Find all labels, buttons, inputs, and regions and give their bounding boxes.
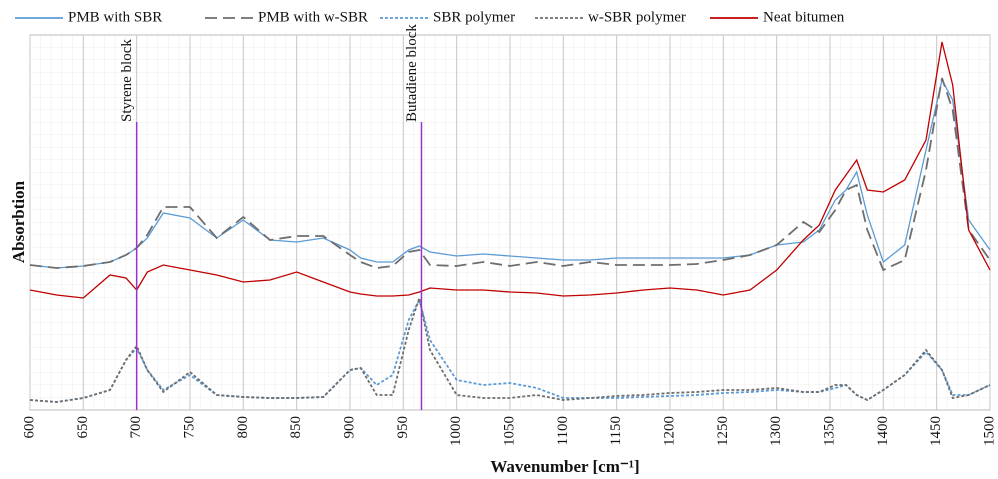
series-line xyxy=(29,294,991,403)
x-tick-label: 1000 xyxy=(448,416,464,446)
legend-label: PMB with SBR xyxy=(68,9,162,25)
legend-label: PMB with w-SBR xyxy=(258,9,368,25)
x-tick-label: 750 xyxy=(181,416,197,439)
legend-label: SBR polymer xyxy=(433,9,515,25)
x-tick-label: 700 xyxy=(128,416,144,439)
legend: PMB with SBR PMB with w-SBR SBR polymer w-S… xyxy=(15,9,845,25)
x-tick-label: 1050 xyxy=(501,416,517,446)
series-line xyxy=(29,41,991,299)
annotation-label: Styrene block xyxy=(119,39,135,122)
x-tick-label: 900 xyxy=(341,416,357,439)
y-axis-label: Absorbtion xyxy=(9,180,28,263)
x-tick-label: 600 xyxy=(21,416,37,439)
annotation-label: Butadiene block xyxy=(404,24,420,122)
x-tick-label: 1150 xyxy=(608,416,624,445)
x-tick-label: 1250 xyxy=(715,416,731,446)
x-tick-label: 1450 xyxy=(928,416,944,446)
x-tick-label: 1100 xyxy=(555,416,571,445)
x-tick-label: 1500 xyxy=(981,416,997,446)
x-tick-label: 1400 xyxy=(875,416,891,446)
series-line xyxy=(29,77,991,272)
x-tick-label: 650 xyxy=(75,416,91,439)
x-tick-label: 1200 xyxy=(661,416,677,446)
x-tick-label: 1350 xyxy=(821,416,837,446)
x-tick-label: 950 xyxy=(395,416,411,439)
legend-label: Neat bitumen xyxy=(763,9,845,25)
series-line xyxy=(29,297,991,403)
x-tick-label: 1300 xyxy=(768,416,784,446)
legend-label: w-SBR polymer xyxy=(588,9,686,25)
x-axis-label: Wavenumber [cm⁻¹] xyxy=(490,457,639,476)
x-tick-label: 800 xyxy=(235,416,251,439)
series-line xyxy=(29,78,991,269)
x-tick-label: 850 xyxy=(288,416,304,439)
